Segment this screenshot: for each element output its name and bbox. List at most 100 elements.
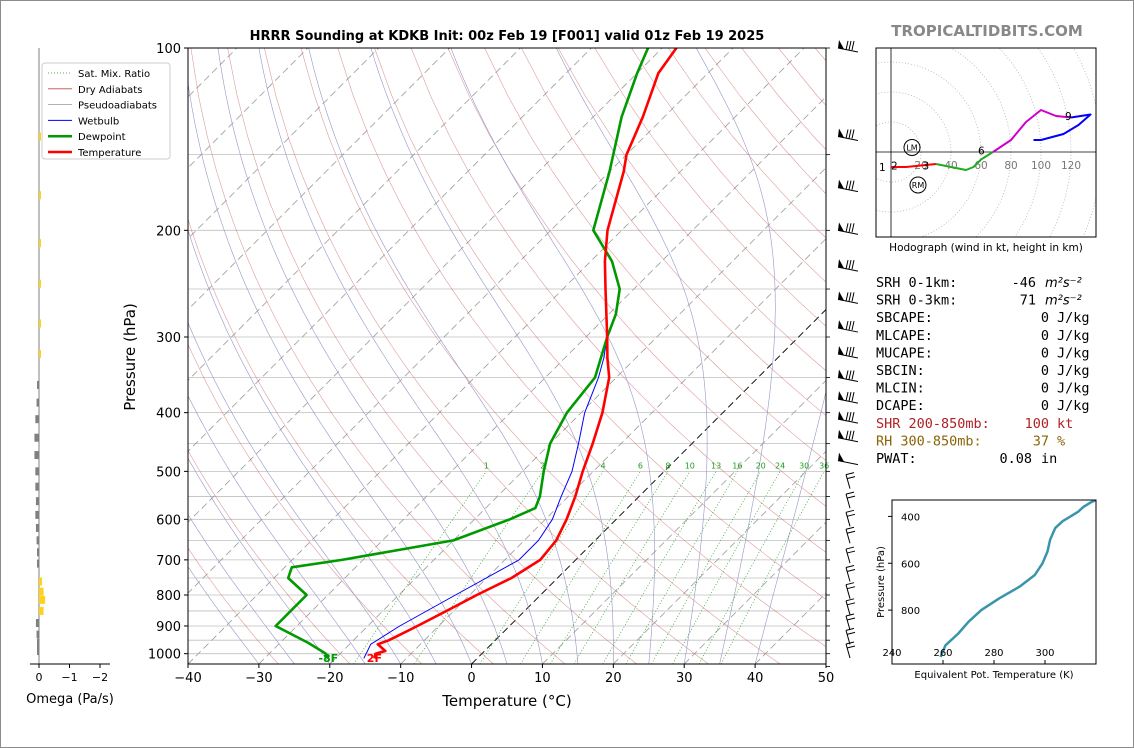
- isotherm-line: [188, 48, 521, 382]
- dry-adiabat: [447, 48, 826, 507]
- hodograph-title: Hodograph (wind in kt, height in km): [889, 242, 1083, 254]
- index-value: 0: [1041, 345, 1049, 361]
- wind-barb-staff: [845, 548, 851, 564]
- wind-barb-feather: [851, 223, 855, 233]
- omega-bar: [39, 595, 46, 604]
- theta-e-x-tick-label: 260: [933, 648, 952, 659]
- pseudoadiabat: [188, 514, 295, 664]
- wind-barb-flag: [838, 391, 844, 401]
- index-value: 0: [1041, 363, 1049, 379]
- hodograph-ring-label: 120: [1061, 160, 1081, 172]
- wind-barb: [845, 472, 856, 489]
- wind-barb-feather: [848, 320, 852, 331]
- hodograph-height-label: 2: [891, 161, 898, 173]
- index-label: RH 300-850mb:: [876, 433, 982, 449]
- wind-barb-staff: [837, 229, 859, 235]
- omega-tick-label: −1: [61, 671, 77, 684]
- wind-barb-feather: [851, 346, 855, 357]
- hodograph-ring-label: 60: [974, 160, 987, 172]
- wind-barb-feather: [851, 320, 855, 331]
- wind-barb-feather: [851, 430, 855, 440]
- omega-panel: 0 −1 −2: [30, 48, 110, 684]
- wind-barb-feather: [851, 392, 855, 402]
- x-tick-label: 50: [818, 671, 835, 686]
- mixing-ratio-line: [353, 471, 487, 664]
- omega-bar: [39, 132, 41, 141]
- wind-barb: [837, 222, 859, 235]
- wind-barb-feather: [845, 292, 849, 302]
- surface-dewpoint-label: -8F: [318, 652, 338, 665]
- pseudoadiabat: [695, 48, 776, 664]
- wind-barb-feather: [845, 180, 849, 190]
- mixing-ratio-line: [672, 471, 781, 664]
- omega-bar: [37, 638, 39, 647]
- index-value: 0: [1041, 381, 1049, 397]
- pseudoadiabat: [450, 48, 655, 664]
- wind-barb-feather: [845, 346, 849, 357]
- hodograph-trace: [1033, 113, 1092, 141]
- isotherm-line: [188, 48, 805, 664]
- legend-box: [41, 62, 171, 160]
- legend-entry: Dry Adiabats: [78, 85, 142, 96]
- pseudoadiabat: [258, 48, 543, 664]
- omega-bar: [39, 349, 41, 358]
- index-unit: J/kg: [1057, 310, 1090, 326]
- wind-barb-staff: [845, 567, 851, 582]
- wind-barb-feather: [846, 550, 856, 554]
- omega-bar: [35, 523, 39, 532]
- wind-barb-staff: [845, 643, 851, 659]
- wind-barb-staff: [845, 494, 851, 509]
- index-value: 100: [1025, 416, 1049, 432]
- index-value: 0: [1041, 328, 1049, 344]
- wind-barb: [837, 179, 859, 193]
- wind-barb: [837, 40, 859, 53]
- isotherm-line: [542, 379, 826, 664]
- wind-barb-staff: [837, 187, 859, 193]
- wind-barb-feather: [845, 320, 849, 331]
- theta-e-panel: 240 260 280 300 400 600 800: [882, 499, 1097, 665]
- skewt-y-label: Pressure (hPa): [121, 303, 139, 411]
- isotherm-line: [471, 308, 826, 664]
- x-tick-label: 0: [467, 671, 475, 686]
- x-tick-label: −10: [387, 671, 414, 686]
- index-unit: %: [1057, 433, 1065, 449]
- theta-e-x-label: Equivalent Pot. Temperature (K): [914, 670, 1073, 681]
- pseudoadiabat: [555, 48, 708, 664]
- isotherm-line: [188, 48, 592, 452]
- mixing-ratio-label: 30: [799, 461, 809, 470]
- omega-bar: [35, 619, 39, 628]
- isotherm-line: [188, 48, 734, 594]
- wind-barb-flag: [838, 40, 844, 49]
- wind-barb: [845, 509, 856, 527]
- mixing-ratio-label: 10: [685, 461, 695, 470]
- wind-barb-flag: [838, 429, 844, 439]
- index-unit: m²s⁻²: [1045, 276, 1082, 291]
- skewt-panel: 1 2 4 6 8 10 13 16 20 24 30 36-8F 2F−40 −30 −20 −10 0 10 2…: [41, 40, 859, 686]
- index-unit: kt: [1057, 416, 1073, 432]
- y-tick-label: 100: [156, 42, 181, 57]
- omega-bar: [34, 433, 39, 442]
- wind-barb-feather: [851, 292, 855, 302]
- isotherm-line: [188, 48, 663, 523]
- y-tick-label: 200: [156, 224, 181, 239]
- x-tick-label: 20: [605, 671, 622, 686]
- wind-barb: [845, 641, 856, 659]
- wind-barb-feather: [845, 627, 855, 631]
- index-unit: J/kg: [1057, 328, 1090, 344]
- hodograph-ring-label: 80: [1004, 160, 1017, 172]
- wind-barb-feather: [845, 259, 849, 270]
- wind-barb-staff: [837, 266, 859, 272]
- mixing-ratio-line: [549, 471, 669, 664]
- index-value: 0: [1041, 310, 1049, 326]
- wind-barb-feather: [846, 495, 856, 499]
- y-tick-label: 500: [156, 465, 181, 480]
- mixing-ratio-label: 13: [711, 461, 721, 470]
- wind-barb-staff: [837, 398, 859, 404]
- mixing-ratio-line: [414, 471, 543, 664]
- wind-barb-feather: [845, 526, 855, 530]
- index-unit: J/kg: [1057, 345, 1090, 361]
- dry-adiabat: [337, 48, 826, 648]
- wetbulb-profile: [363, 336, 608, 659]
- isotherm-line: [683, 521, 826, 664]
